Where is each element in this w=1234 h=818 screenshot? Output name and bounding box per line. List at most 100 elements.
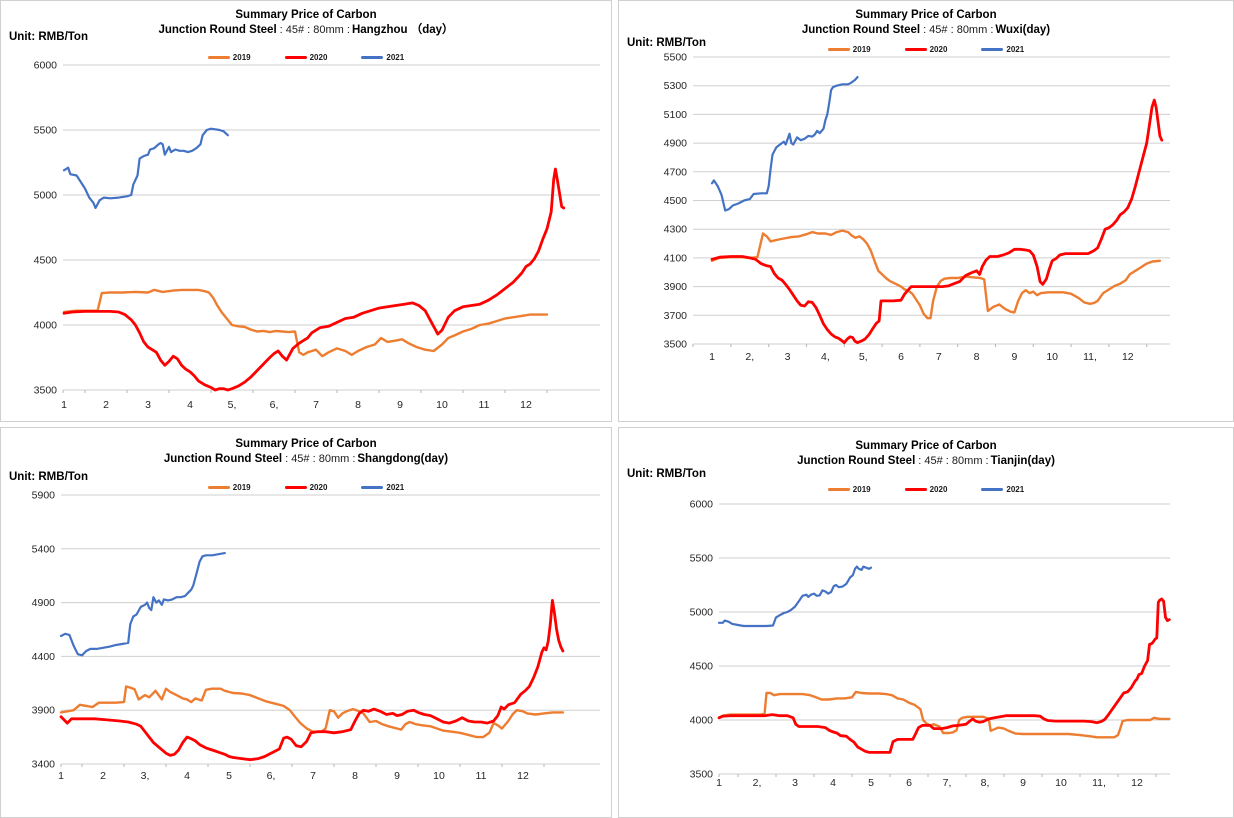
chart-title-line2: Junction Round Steel	[797, 455, 916, 467]
svg-text:11: 11	[479, 399, 490, 411]
svg-text:11,: 11,	[1092, 777, 1106, 789]
chart-title-city: Hangzhou （day）	[351, 24, 454, 36]
legend-item-2019: 2019	[827, 45, 871, 54]
svg-text:6,: 6,	[270, 399, 279, 411]
svg-text:3900: 3900	[32, 705, 56, 717]
legend-label-2020: 2020	[309, 53, 328, 62]
legend-label-2020: 2020	[929, 485, 948, 494]
unit-label: Unit: RMB/Ton	[9, 31, 88, 43]
legend-label-2021: 2021	[1006, 45, 1025, 54]
svg-text:2,: 2,	[745, 351, 754, 363]
svg-text:9: 9	[1011, 351, 1017, 363]
svg-text:5500: 5500	[34, 125, 58, 137]
svg-text:3700: 3700	[664, 310, 688, 322]
chart-title-line2: Junction Round Steel	[163, 453, 283, 465]
legend-label-2019: 2019	[232, 53, 251, 62]
chart-title-city: Tianjin(day)	[990, 455, 1055, 467]
svg-text:3500: 3500	[664, 339, 688, 351]
legend-label-2019: 2019	[852, 485, 871, 494]
svg-text:4900: 4900	[32, 597, 56, 609]
svg-text:6: 6	[898, 351, 904, 363]
legend-swatch-2019	[207, 56, 230, 59]
svg-text:4300: 4300	[664, 224, 688, 236]
svg-text:1: 1	[716, 777, 722, 789]
svg-text:7,: 7,	[943, 777, 952, 789]
svg-text:1: 1	[58, 770, 64, 782]
svg-text:5: 5	[226, 770, 232, 782]
svg-text:4000: 4000	[34, 320, 58, 332]
svg-text:2: 2	[100, 770, 106, 782]
legend: 2019 2020 2021	[619, 485, 1233, 494]
svg-text:3: 3	[792, 777, 798, 789]
legend-item-2019: 2019	[207, 53, 251, 62]
legend-item-2021: 2021	[981, 45, 1024, 54]
chart-title-spec: : 45# : 80mm :	[923, 24, 994, 36]
svg-text:5100: 5100	[664, 109, 688, 121]
legend-swatch-2020	[904, 488, 927, 491]
legend-swatch-2019	[827, 48, 850, 51]
chart-panel-tianjin: Summary Price of Carbon Junction Round S…	[618, 427, 1234, 818]
chart-title-hangzhou: Summary Price of Carbon Junction Round S…	[1, 8, 611, 38]
legend-swatch-2020	[284, 486, 307, 489]
legend-item-2020: 2020	[284, 53, 328, 62]
svg-text:5900: 5900	[32, 490, 56, 502]
chart-title-city: Wuxi(day)	[995, 24, 1051, 36]
legend-item-2021: 2021	[981, 485, 1024, 494]
chart-panel-wuxi: Summary Price of Carbon Junction Round S…	[618, 0, 1234, 422]
legend-label-2021: 2021	[1006, 485, 1025, 494]
svg-text:4000: 4000	[690, 715, 714, 727]
chart-title-spec: : 45# : 80mm :	[279, 24, 350, 36]
svg-text:4700: 4700	[664, 166, 688, 178]
legend-label-2020: 2020	[929, 45, 948, 54]
chart-title-line2: Junction Round Steel	[801, 24, 921, 36]
chart-panel-hangzhou: Summary Price of Carbon Junction Round S…	[0, 0, 612, 422]
svg-text:10: 10	[1055, 777, 1067, 789]
svg-text:5000: 5000	[690, 607, 714, 619]
unit-label: Unit: RMB/Ton	[627, 37, 706, 49]
chart-title-main: Summary Price of Carbon Junction Round S…	[802, 8, 1050, 38]
svg-text:11: 11	[476, 770, 487, 782]
legend-swatch-2019	[827, 488, 850, 491]
svg-text:8: 8	[352, 770, 358, 782]
svg-text:9: 9	[397, 399, 403, 411]
svg-text:6000: 6000	[690, 499, 714, 511]
svg-text:10: 10	[433, 770, 445, 782]
svg-text:4500: 4500	[664, 195, 688, 207]
unit-label: Unit: RMB/Ton	[627, 468, 706, 480]
svg-text:6: 6	[906, 777, 912, 789]
svg-text:11,: 11,	[1083, 351, 1097, 363]
svg-text:1: 1	[709, 351, 715, 363]
legend-swatch-2019	[207, 486, 230, 489]
chart-title-main: Summary Price of Carbon Junction Round S…	[797, 439, 1055, 469]
legend-item-2019: 2019	[827, 485, 871, 494]
legend-label-2020: 2020	[309, 483, 328, 492]
chart-title-line1: Summary Price of Carbon	[855, 440, 997, 452]
legend-item-2021: 2021	[361, 53, 404, 62]
chart-title-tianjin: Summary Price of Carbon Junction Round S…	[619, 439, 1233, 469]
svg-text:7: 7	[313, 399, 319, 411]
svg-text:12: 12	[1122, 351, 1134, 363]
svg-text:6000: 6000	[34, 60, 58, 72]
chart-title-main: Summary Price of Carbon Junction Round S…	[158, 8, 453, 38]
svg-text:3,: 3,	[141, 770, 150, 782]
legend-swatch-2020	[904, 48, 927, 51]
chart-title-line1: Summary Price of Carbon	[855, 9, 997, 21]
svg-text:5400: 5400	[32, 543, 56, 555]
svg-text:4: 4	[184, 770, 190, 782]
legend: 2019 2020 2021	[1, 53, 611, 62]
legend: 2019 2020 2021	[619, 45, 1233, 54]
chart-title-shangdong: Summary Price of Carbon Junction Round S…	[1, 437, 611, 467]
svg-text:5,: 5,	[859, 351, 868, 363]
plot-area-wuxi: 5500 5300 5100 4900 4700 4500 4300 4100 3900 3700…	[664, 52, 1170, 363]
svg-text:4: 4	[830, 777, 836, 789]
chart-title-line1: Summary Price of Carbon	[235, 438, 377, 450]
svg-text:5500: 5500	[664, 52, 688, 64]
legend-item-2020: 2020	[904, 485, 948, 494]
svg-text:3500: 3500	[34, 385, 58, 397]
chart-panel-shangdong: Summary Price of Carbon Junction Round S…	[0, 427, 612, 818]
svg-text:1: 1	[61, 399, 67, 411]
svg-text:4900: 4900	[664, 138, 688, 150]
